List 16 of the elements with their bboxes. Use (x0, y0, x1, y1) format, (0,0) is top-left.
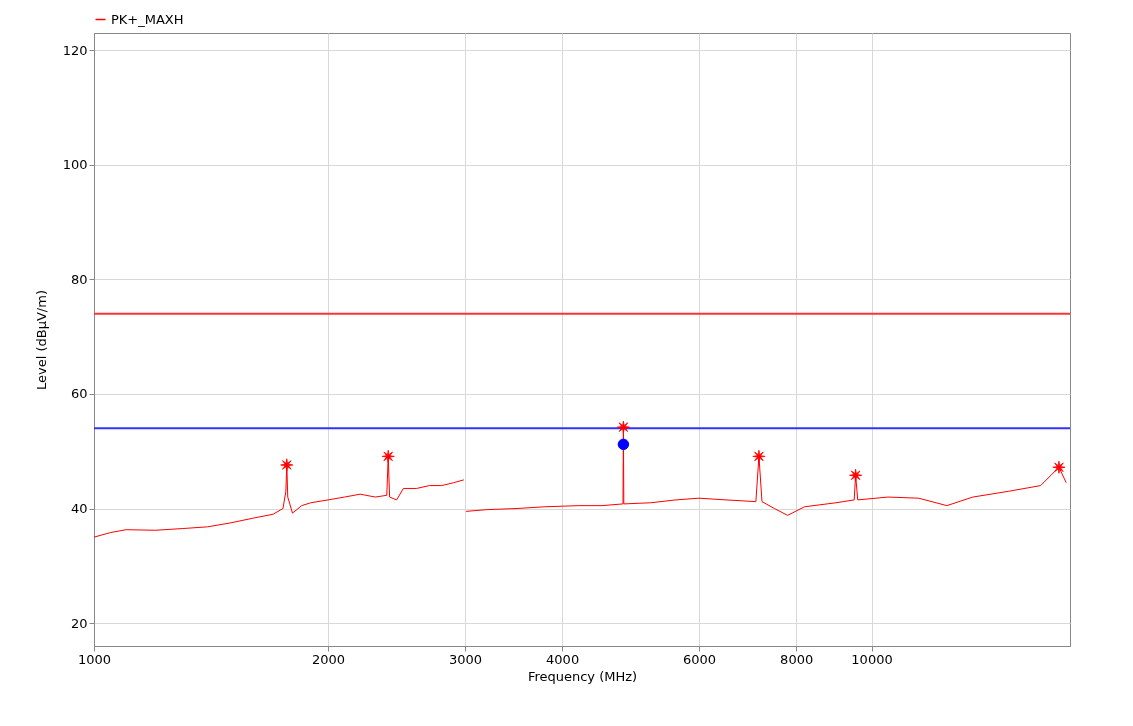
x-axis-title: Frequency (MHz) (527, 668, 638, 684)
legend-label: PK+_MAXH (111, 11, 184, 27)
y-tick-label: 120 (62, 42, 88, 58)
x-tick-label: 8000 (780, 651, 814, 667)
y-tick-label: 20 (70, 615, 88, 631)
y-tick-label: 80 (70, 271, 88, 287)
x-tick-label: 6000 (682, 651, 717, 667)
x-tick-label: 3000 (448, 651, 483, 667)
y-tick-label: 60 (70, 386, 88, 402)
x-tick-label: 10000 (851, 651, 893, 667)
y-axis-title: Level (dBµV/m) (33, 290, 49, 390)
y-tick-label: 40 (70, 501, 88, 516)
x-tick-label: 1000 (77, 651, 112, 667)
x-tick-label: 4000 (546, 651, 580, 667)
x-tick-label: 2000 (312, 651, 346, 667)
y-tick-label: 100 (62, 157, 88, 173)
